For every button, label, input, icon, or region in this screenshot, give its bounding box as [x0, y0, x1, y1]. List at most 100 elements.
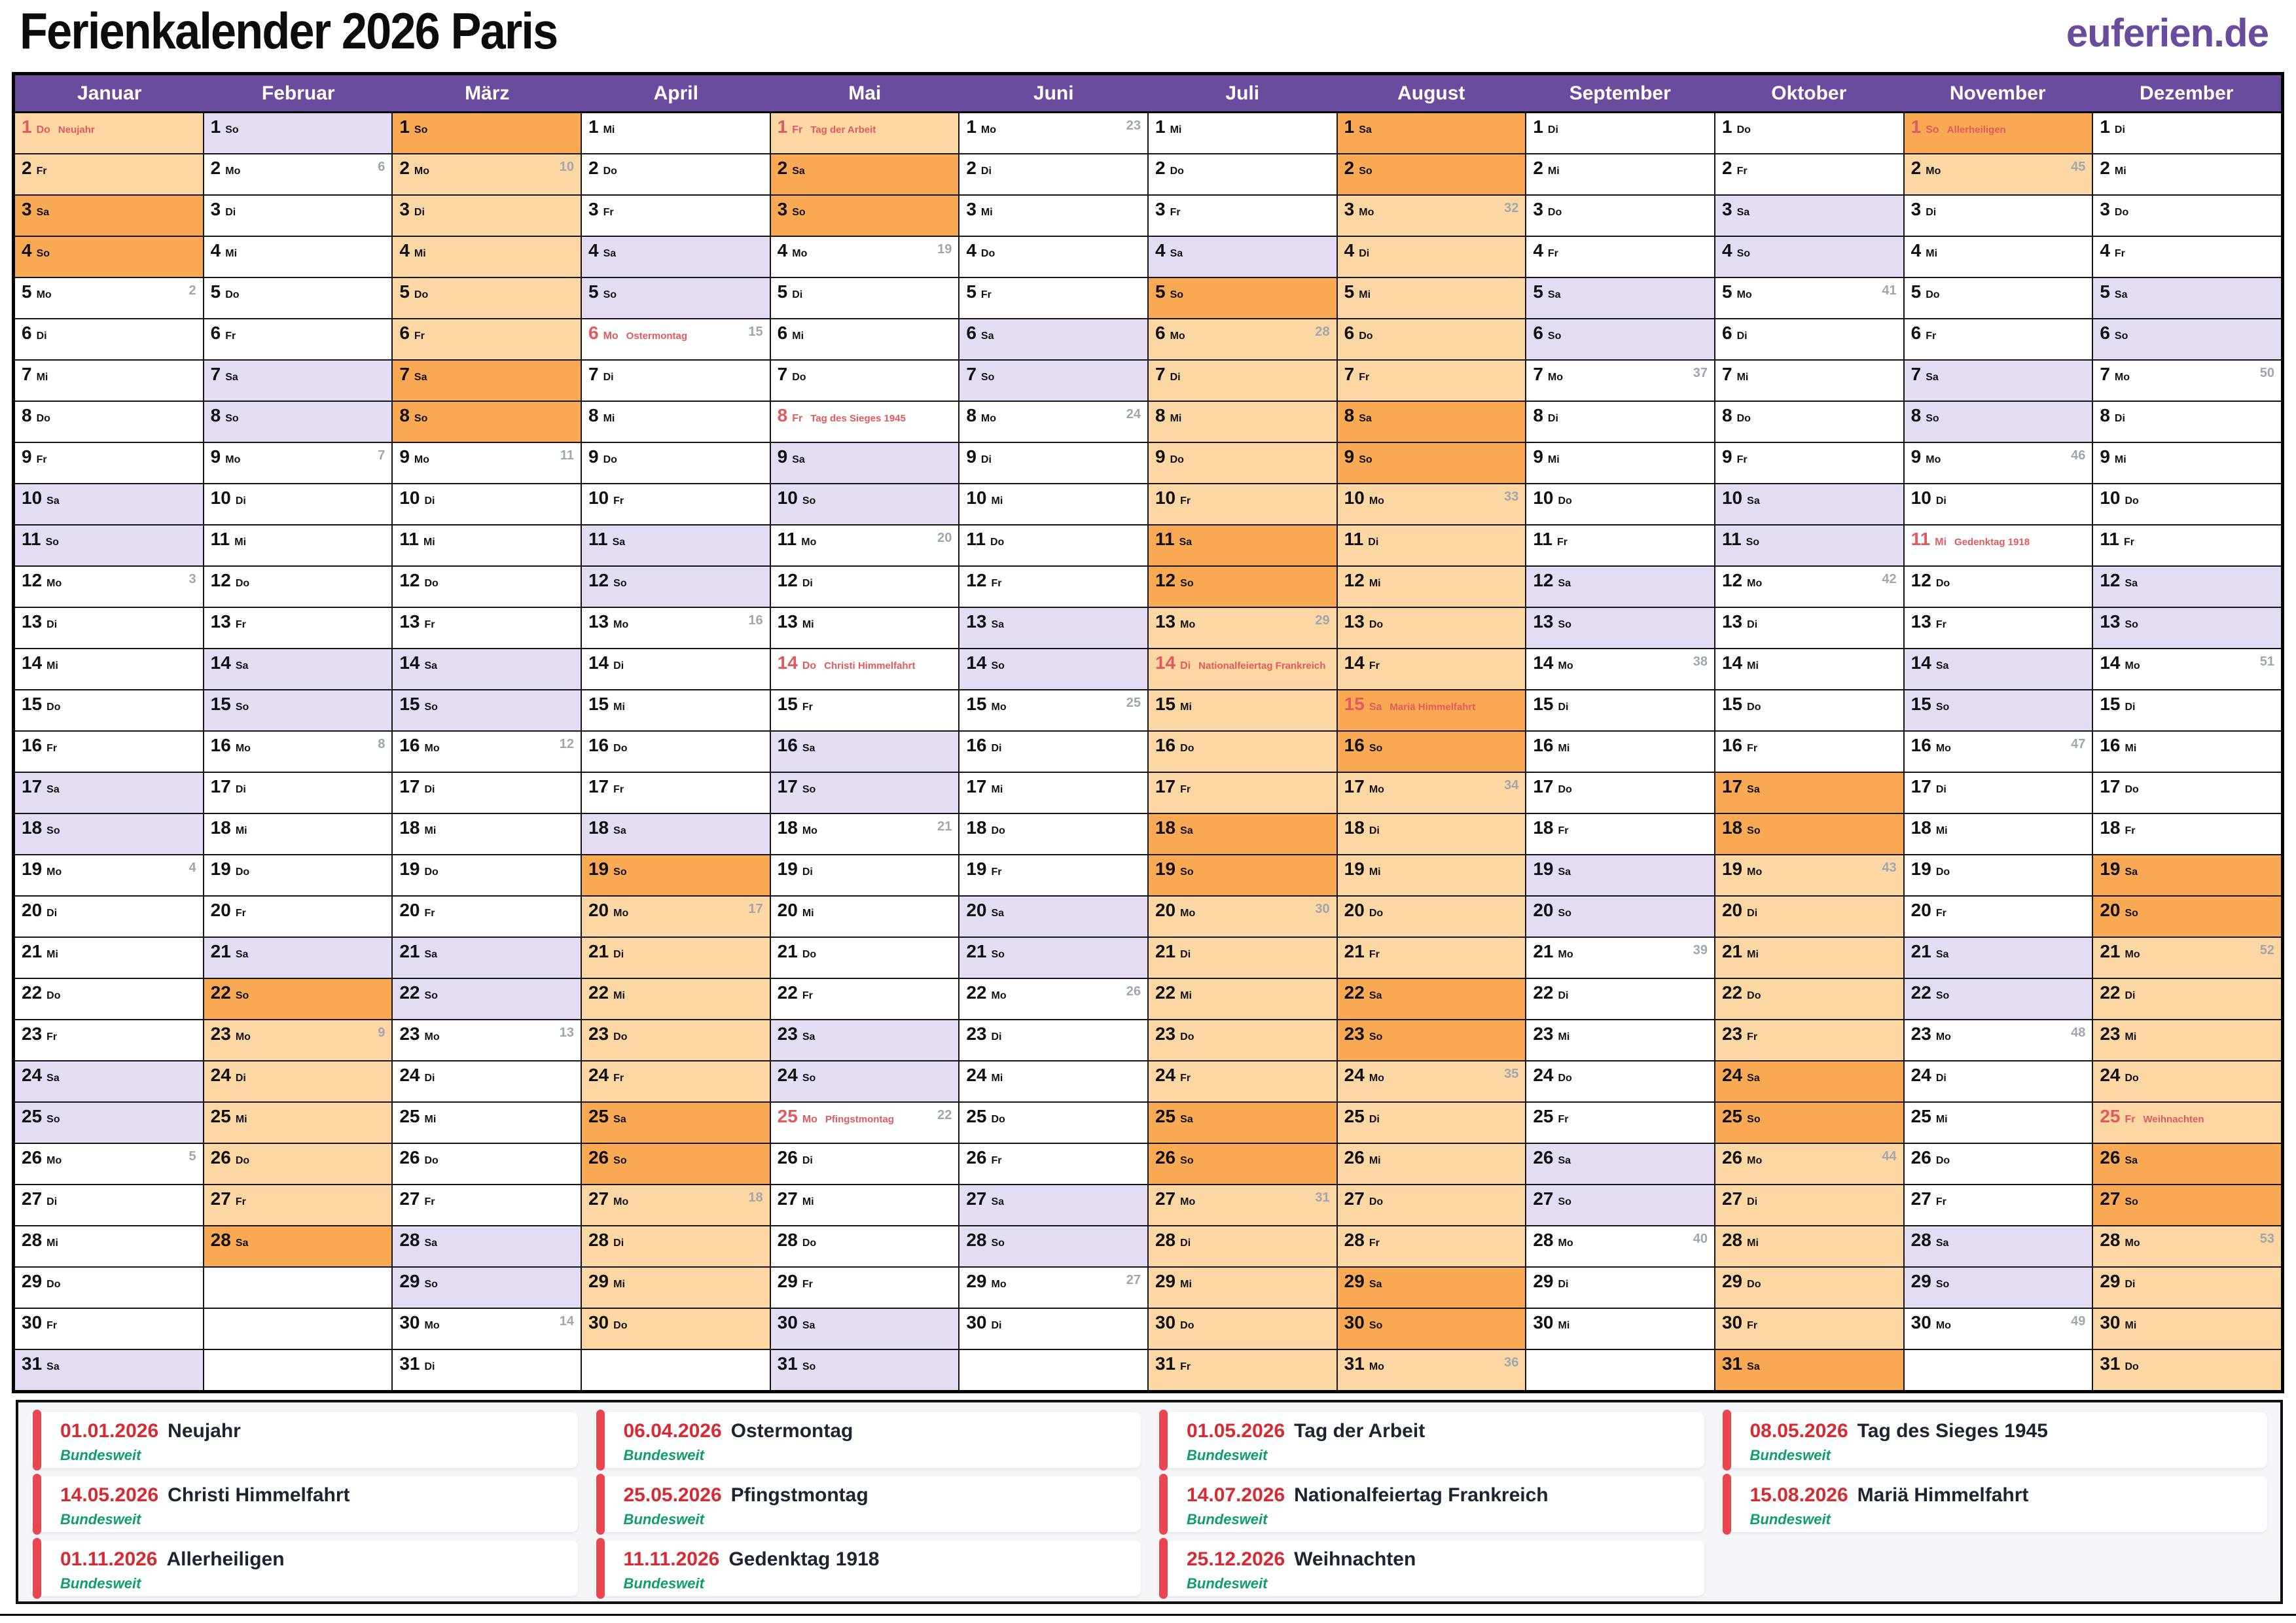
weekday-label: Di [991, 1320, 1002, 1331]
day-cell-januar-27: 27 Di [15, 1185, 203, 1225]
day-number: 31 [1344, 1353, 1365, 1374]
weekday-label: Mo [603, 330, 619, 342]
day-number: 24 [1721, 1065, 1743, 1085]
weekday-label: Mo [424, 1320, 440, 1331]
day-number: 29 [966, 1271, 987, 1291]
day-number: 17 [1721, 776, 1743, 796]
weekday-label: So [603, 289, 617, 300]
day-number: 9 [399, 446, 410, 467]
day-number: 19 [1910, 859, 1931, 879]
day-cell-april-27: 27 Mo 18 [581, 1185, 770, 1225]
weekday-label: Sa [1558, 866, 1571, 878]
day-cell-märz-4: 4 Mi [393, 237, 581, 277]
day-number: 20 [1721, 900, 1743, 920]
day-number: 17 [1155, 776, 1176, 796]
day-cell-dezember-17: 17 Do [2093, 773, 2281, 813]
month-header-oktober: Oktober [1771, 82, 1847, 104]
legend-holiday-date: 08.05.2026 [1749, 1420, 1848, 1442]
day-number: 30 [22, 1312, 43, 1332]
weekday-label: Di [613, 660, 624, 671]
day-number: 21 [1721, 941, 1743, 961]
day-cell-mai-19: 19 Di [770, 855, 959, 895]
day-number: 12 [399, 570, 420, 590]
weekday-label: So [1369, 743, 1383, 754]
weekday-label: Do [990, 537, 1005, 548]
day-cell-januar-12: 12 Mo 3 [15, 567, 203, 607]
weekday-label: Fr [991, 1155, 1002, 1166]
weekday-label: So [1180, 578, 1194, 589]
day-number: 25 [2100, 1106, 2121, 1126]
day-cell-februar-3: 3 Di [204, 196, 392, 236]
day-number: 9 [210, 446, 221, 467]
day-number: 26 [588, 1147, 609, 1168]
day-number: 6 [210, 323, 221, 343]
day-cell-november-3: 3 Di [1904, 196, 2092, 236]
legend-accent-bar [1159, 1410, 1168, 1471]
day-number: 22 [22, 982, 43, 1003]
weekday-label: Fr [2123, 537, 2134, 548]
day-number: 20 [966, 900, 987, 920]
day-number: 23 [22, 1024, 43, 1044]
weekday-label: Do [1736, 124, 1751, 135]
day-cell-dezember-29: 29 Di [2093, 1268, 2281, 1308]
weekday-label: Sa [1359, 124, 1372, 135]
day-cell-dezember-1: 1 Di [2093, 113, 2281, 153]
day-number: 2 [777, 158, 788, 178]
day-cell-august-2: 2 So [1337, 154, 1526, 194]
day-cell-oktober-14: 14 Mi [1715, 649, 1903, 689]
weekday-label: Mo [46, 1155, 62, 1166]
day-cell-april-29: 29 Mi [581, 1268, 770, 1308]
weekday-label: Fr [1926, 330, 1937, 342]
weekday-label: Sa [1558, 578, 1571, 589]
day-number: 31 [777, 1353, 798, 1374]
day-cell-januar-16: 16 Fr [15, 732, 203, 772]
day-number: 8 [1155, 405, 1166, 425]
day-number: 23 [777, 1024, 798, 1044]
legend-accent-bar [1159, 1538, 1168, 1599]
weekday-label: Mo [225, 454, 241, 465]
day-cell-februar-17: 17 Di [204, 773, 392, 813]
day-number: 14 [588, 652, 609, 673]
day-number: 9 [1721, 446, 1732, 467]
day-cell-märz-3: 3 Di [393, 196, 581, 236]
week-number: 15 [748, 325, 763, 339]
day-cell-dezember-10: 10 Do [2093, 484, 2281, 524]
weekday-label: Di [424, 1361, 435, 1372]
weekday-label: Di [1369, 1114, 1380, 1125]
weekday-label: Fr [1369, 1238, 1380, 1249]
day-number: 15 [210, 694, 231, 714]
day-number: 18 [1155, 817, 1176, 838]
day-cell-juni-15: 15 Mo 25 [960, 690, 1147, 730]
day-number: 3 [777, 199, 788, 219]
day-number: 18 [22, 817, 43, 838]
day-cell-januar-26: 26 Mo 5 [15, 1144, 203, 1184]
legend-holiday-date: 01.01.2026 [60, 1420, 159, 1442]
week-number: 30 [1315, 902, 1330, 916]
day-number: 5 [210, 281, 221, 302]
day-cell-april-26: 26 So [581, 1144, 770, 1184]
weekday-label: Mi [1369, 866, 1381, 878]
weekday-label: Do [2125, 784, 2139, 795]
day-cell-märz-30: 30 Mo 14 [393, 1309, 581, 1349]
legend-card: 14.07.2026 Nationalfeiertag Frankreich Bun… [1158, 1474, 1704, 1535]
weekday-label: Mi [235, 825, 247, 836]
weekday-label: Mo [1747, 866, 1763, 878]
day-cell-dezember-30: 30 Mi [2093, 1309, 2281, 1349]
weekday-label: Mo [1736, 289, 1752, 300]
day-number: 22 [1533, 982, 1554, 1003]
weekday-label: Di [414, 207, 425, 218]
weekday-label: Sa [424, 660, 438, 671]
weekday-label: Do [802, 660, 817, 671]
day-number: 30 [777, 1312, 798, 1332]
day-cell-november-14: 14 Sa [1904, 649, 2092, 689]
day-cell-november-4: 4 Mi [1904, 237, 2092, 277]
day-cell-märz-16: 16 Mo 12 [393, 732, 581, 772]
day-number: 20 [1155, 900, 1176, 920]
day-number: 11 [966, 529, 986, 549]
weekday-label: Mo [225, 166, 241, 177]
weekday-label: So [1359, 166, 1372, 177]
day-number: 26 [1344, 1147, 1365, 1168]
legend-accent-bar [596, 1538, 605, 1599]
day-number: 15 [1910, 694, 1931, 714]
day-number: 18 [1721, 817, 1743, 838]
